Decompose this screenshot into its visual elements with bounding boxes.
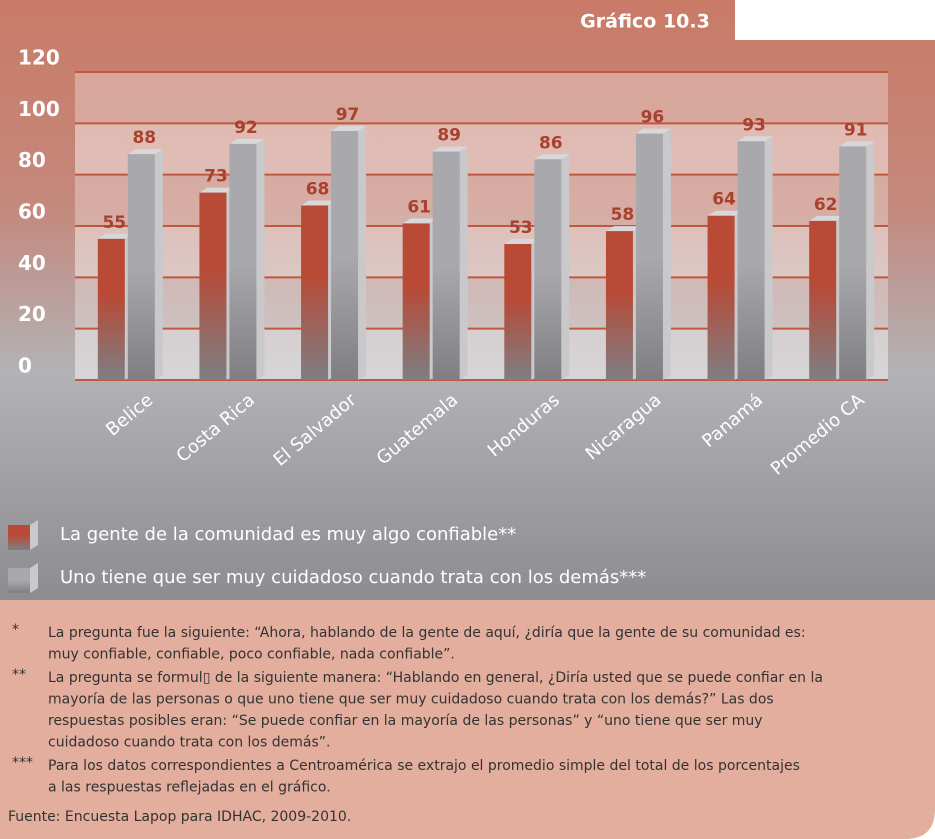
bar — [504, 243, 532, 380]
bar — [301, 205, 329, 380]
legend-side — [30, 563, 38, 593]
bar-top — [432, 146, 468, 152]
note-line: La pregunta se formul▯ de la siguiente m… — [48, 670, 823, 686]
note-line: cuidadoso cuando trata con los demás”. — [48, 735, 330, 751]
bar-top — [97, 233, 133, 239]
data-label: 58 — [611, 205, 635, 225]
bar — [635, 133, 663, 380]
legend-label: La gente de la comunidad es muy algo con… — [60, 524, 516, 545]
bar-top — [229, 138, 265, 144]
legend-side — [30, 520, 38, 550]
bar-top — [127, 149, 163, 155]
bar-top — [199, 187, 235, 193]
band — [75, 72, 888, 124]
bar — [127, 154, 155, 380]
bar-side — [764, 136, 773, 380]
y-tick-label: 40 — [18, 251, 46, 275]
notes-panel — [0, 600, 935, 839]
bar-top — [402, 218, 438, 224]
bar-top — [707, 210, 743, 216]
bar — [605, 231, 633, 380]
bar — [737, 141, 765, 380]
bar — [809, 220, 837, 380]
data-label: 86 — [539, 133, 563, 153]
data-label: 89 — [437, 126, 461, 146]
bar — [402, 223, 430, 380]
note-line: Para los datos correspondientes a Centro… — [48, 758, 800, 774]
bar-top — [839, 141, 875, 147]
bar — [331, 131, 359, 380]
data-label: 68 — [306, 179, 330, 199]
bar-side — [358, 126, 367, 380]
y-tick-label: 0 — [18, 354, 32, 378]
y-tick-label: 80 — [18, 148, 46, 172]
bar-side — [561, 154, 570, 380]
data-label: 64 — [712, 190, 736, 210]
note-line: a las respuestas reflejadas en el gráfic… — [48, 780, 331, 796]
corner — [735, 0, 935, 40]
note-line: muy confiable, confiable, poco confiable… — [48, 647, 455, 663]
bar-side — [459, 146, 468, 380]
bar-top — [605, 226, 641, 232]
note-marker: * — [12, 622, 19, 638]
note-line: respuestas posibles eran: “Se puede conf… — [48, 713, 763, 729]
bar — [839, 146, 867, 380]
bar-top — [534, 154, 570, 160]
data-label: 55 — [102, 213, 126, 233]
data-label: 53 — [509, 218, 533, 238]
legend-swatch — [8, 568, 30, 593]
data-label: 97 — [336, 105, 360, 125]
note-marker: *** — [12, 755, 33, 771]
bar — [707, 215, 735, 380]
bar-side — [866, 141, 875, 380]
bar-top — [331, 126, 367, 132]
data-label: 62 — [814, 195, 838, 215]
legend-label: Uno tiene que ser muy cuidadoso cuando t… — [60, 567, 646, 588]
bar-top — [737, 136, 773, 142]
bar — [534, 159, 562, 380]
bar-top — [809, 215, 845, 221]
data-label: 91 — [844, 120, 868, 140]
y-tick-label: 100 — [18, 97, 60, 121]
legend-swatch — [8, 525, 30, 550]
bar-top — [635, 128, 671, 134]
data-label: 96 — [641, 108, 665, 128]
data-label: 88 — [132, 128, 156, 148]
note-marker: ** — [12, 667, 26, 683]
bar-side — [256, 138, 265, 380]
bar-top — [301, 200, 337, 206]
bar-side — [662, 128, 671, 380]
bar-side — [154, 149, 163, 380]
bar — [432, 151, 460, 380]
data-label: 73 — [204, 167, 228, 187]
bar — [199, 192, 227, 380]
data-label: 61 — [407, 197, 431, 217]
y-tick-label: 20 — [18, 302, 46, 326]
note-line: mayoría de las personas o que uno tiene … — [48, 692, 774, 708]
bar — [97, 238, 125, 380]
note-line: La pregunta fue la siguiente: “Ahora, ha… — [48, 625, 806, 641]
bar — [229, 143, 257, 380]
bar-top — [504, 238, 540, 244]
data-label: 93 — [742, 115, 766, 135]
y-tick-label: 120 — [18, 46, 60, 70]
source: Fuente: Encuesta Lapop para IDHAC, 2009-… — [8, 809, 351, 825]
chart-title: Gráfico 10.3 — [580, 11, 710, 33]
y-tick-label: 60 — [18, 200, 46, 224]
data-label: 92 — [234, 118, 258, 138]
